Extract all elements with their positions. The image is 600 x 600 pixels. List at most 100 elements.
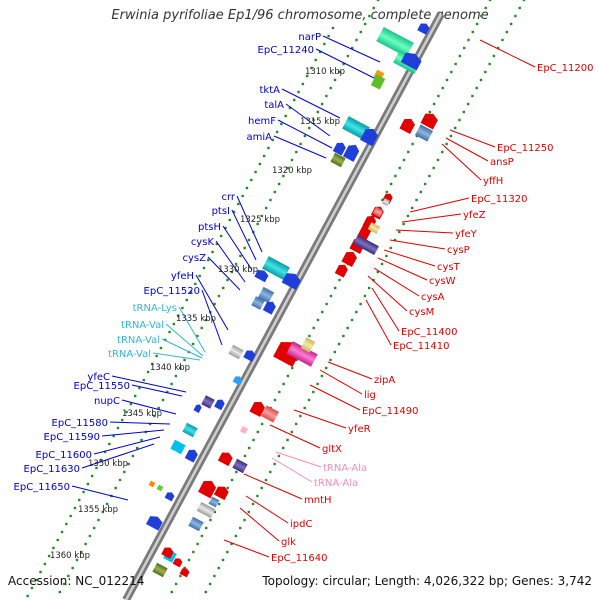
leader-line <box>101 429 165 437</box>
tick-dot <box>346 54 350 58</box>
tick-dot <box>380 262 384 266</box>
tick-dot <box>39 570 42 574</box>
tick-dot <box>265 206 268 210</box>
tick-dot <box>509 22 513 26</box>
gene-label-forward: yfeH <box>171 271 194 282</box>
gene-block <box>156 484 164 492</box>
tick-dot <box>359 30 362 34</box>
leader-line <box>111 375 187 393</box>
leader-line <box>222 225 253 271</box>
tick-dot <box>471 30 474 34</box>
tick-dot <box>183 358 186 362</box>
tick-dot <box>127 462 130 466</box>
gene-label-reverse: cysM <box>409 307 434 318</box>
tick-dot <box>359 302 362 306</box>
tick-dot <box>432 166 435 170</box>
gene-block <box>381 197 391 207</box>
tick-dot <box>303 406 306 410</box>
gene-block <box>415 124 433 142</box>
tick-dot <box>368 286 371 290</box>
gene-arrow <box>184 449 198 463</box>
tick-dot <box>333 350 336 354</box>
tick-dot <box>254 170 257 174</box>
tick-dot <box>153 414 156 418</box>
tick-dot <box>372 278 375 282</box>
tick-dot <box>329 86 332 90</box>
gene-label-forward: EpC_11520 <box>144 286 200 297</box>
tick-dot <box>441 150 444 154</box>
tick-dot <box>125 410 128 414</box>
tick-dot <box>185 298 188 302</box>
tick-dot <box>235 470 238 474</box>
tick-dot <box>291 366 294 370</box>
gene-block <box>257 286 275 304</box>
tick-dot <box>492 54 496 58</box>
tick-dot <box>441 86 444 90</box>
tick-dot <box>385 190 388 194</box>
scale-label: 1310 kbp <box>305 67 345 77</box>
tick-dot <box>131 454 135 458</box>
gene-label-reverse: EpC_11410 <box>393 341 449 352</box>
tick-dot <box>376 0 380 2</box>
tick-dot <box>101 510 104 514</box>
tick-dot <box>208 582 212 586</box>
tick-dot <box>172 322 176 326</box>
tick-dot <box>174 582 178 586</box>
tick-dot <box>121 418 124 422</box>
tick-dot <box>187 558 191 562</box>
gene-label-forward: EpC_11580 <box>52 418 108 429</box>
leader-line <box>215 240 246 283</box>
gene-arrow <box>254 269 269 283</box>
tick-dot <box>170 382 173 386</box>
tick-dot <box>480 14 483 18</box>
leader-line <box>239 507 280 542</box>
tick-dot <box>428 174 431 178</box>
tick-dot <box>282 382 285 386</box>
tick-dot <box>202 266 206 270</box>
tick-dot <box>484 70 487 74</box>
tick-dot <box>200 326 203 330</box>
gene-block <box>170 439 186 455</box>
leader-line <box>131 384 183 397</box>
tick-dot <box>342 334 345 338</box>
tick-dot <box>432 102 436 106</box>
tick-dot <box>138 386 141 390</box>
tick-dot <box>320 102 324 106</box>
tick-dot <box>278 390 281 394</box>
gene-arrow <box>400 52 422 71</box>
gene-label-forward: talA <box>264 100 284 111</box>
gene-block <box>188 516 204 532</box>
tick-dot <box>290 158 294 162</box>
tick-dot <box>402 158 406 162</box>
gene-label-forward: tktA <box>260 85 281 96</box>
tick-dot <box>264 478 268 482</box>
tick-dot <box>243 454 247 458</box>
tick-dot <box>475 86 478 90</box>
leader-line <box>285 103 331 137</box>
trna-label-reverse: tRNA-Ala <box>314 478 358 489</box>
leader-line <box>271 457 313 483</box>
tick-dot <box>398 230 401 234</box>
gene-block <box>201 395 215 409</box>
tick-dot <box>243 246 246 250</box>
tick-dot <box>142 378 145 382</box>
gene-arrow <box>213 486 229 501</box>
tick-dot <box>331 26 335 30</box>
gene-arrow <box>417 23 430 35</box>
tick-dot <box>239 526 242 530</box>
tick-dot <box>351 46 354 50</box>
tick-dot <box>327 34 330 38</box>
tick-dot <box>260 486 263 490</box>
tick-dot <box>286 166 289 170</box>
tick-dot <box>471 94 474 98</box>
tick-dot <box>385 254 388 258</box>
gene-block <box>372 206 384 218</box>
gene-label-reverse: yfeR <box>348 424 371 435</box>
tick-dot <box>321 310 324 314</box>
tick-dot <box>458 54 462 58</box>
tick-dot <box>213 302 216 306</box>
gene-label-reverse: cysP <box>447 245 470 256</box>
scale-label: 1350 kbp <box>88 459 128 469</box>
tick-dot <box>174 374 178 378</box>
tick-dot <box>282 174 285 178</box>
